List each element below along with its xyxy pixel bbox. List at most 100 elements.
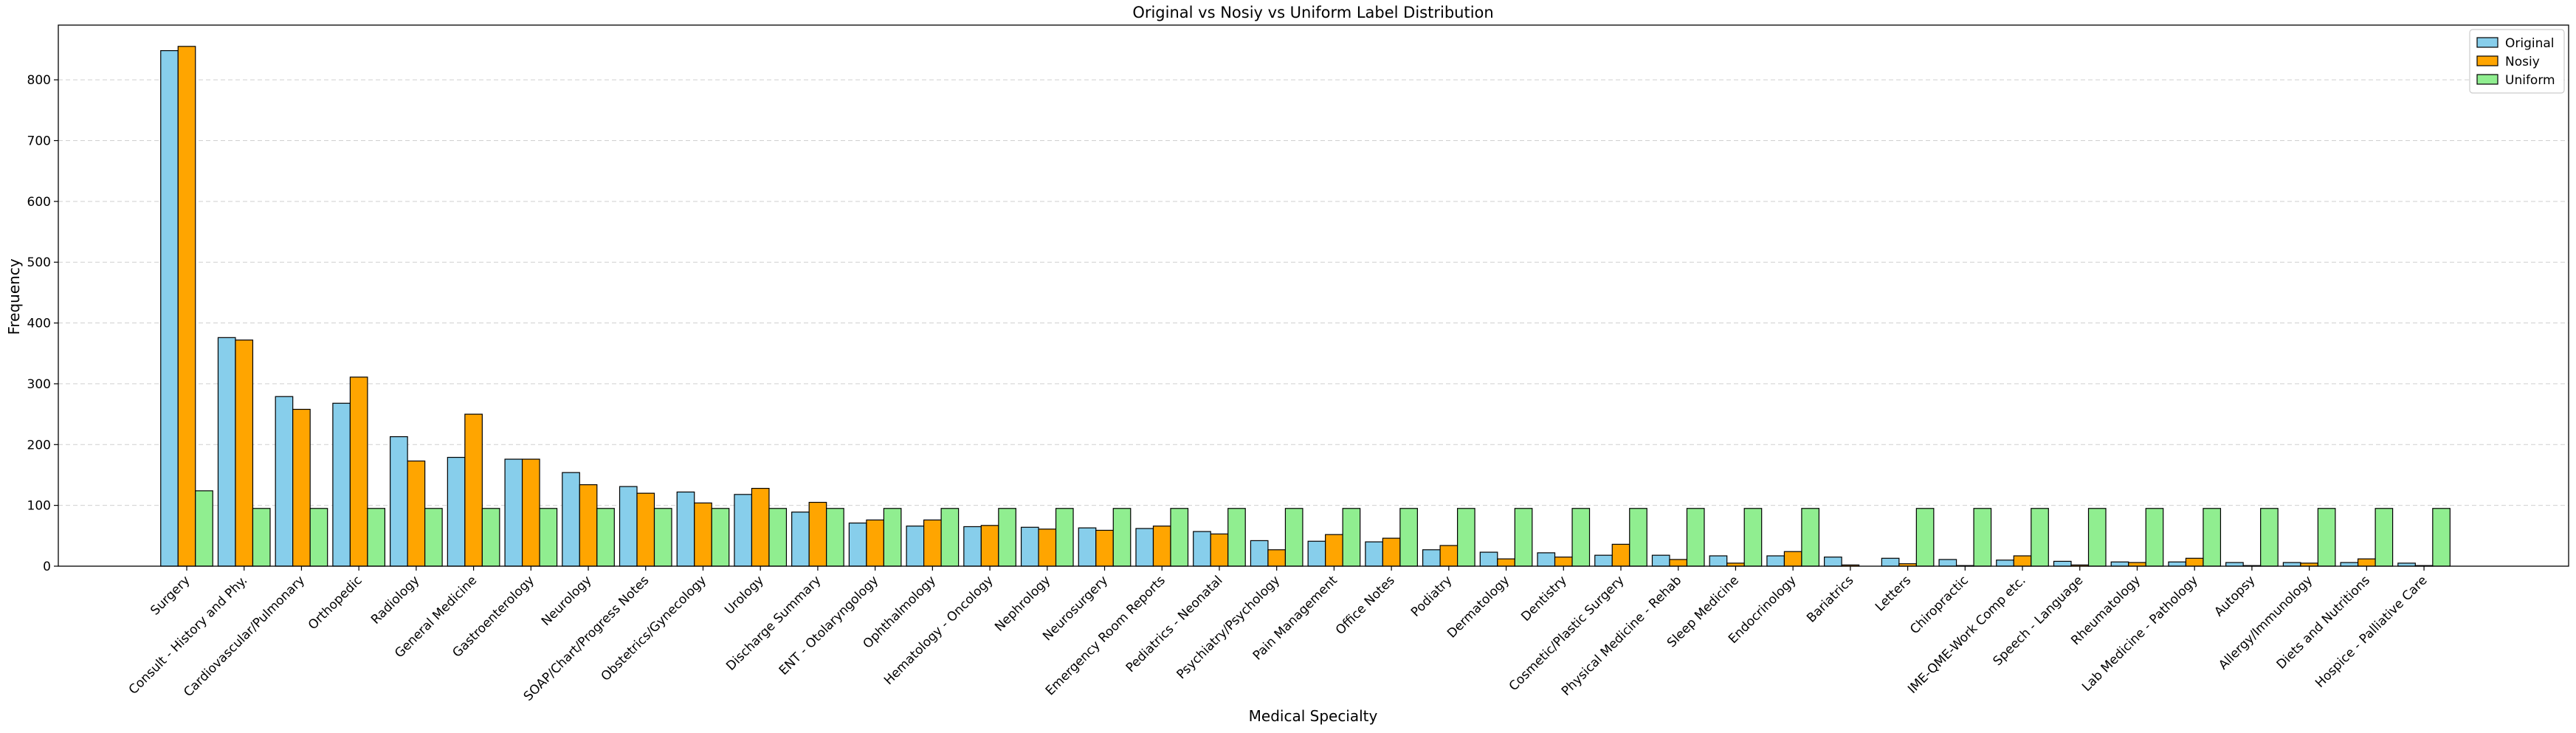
bar-original <box>2110 561 2129 567</box>
bar-original <box>390 436 408 567</box>
plot-frame <box>58 24 2569 567</box>
bar-uniform <box>2145 508 2164 567</box>
bar-nosiy <box>751 487 770 567</box>
legend-label-uniform: Uniform <box>2505 73 2555 88</box>
bar-uniform <box>1399 508 1418 567</box>
bar-uniform <box>883 508 902 567</box>
bar-original <box>1881 557 1900 567</box>
bar-nosiy <box>1497 558 1515 567</box>
bar-original <box>1938 559 1957 567</box>
bar-uniform <box>1915 508 1935 567</box>
bar-uniform <box>2317 508 2336 567</box>
bar-original <box>619 486 638 567</box>
bar-nosiy <box>808 501 827 567</box>
bar-uniform <box>1743 508 1763 567</box>
bar-uniform <box>252 508 271 567</box>
bar-nosiy <box>2128 562 2146 567</box>
bar-nosiy <box>1152 526 1171 567</box>
bar-original <box>160 49 179 567</box>
bar-nosiy <box>177 46 196 567</box>
bar-original <box>2225 562 2244 567</box>
bar-original <box>447 456 466 567</box>
bar-original <box>1766 555 1785 567</box>
legend-label-original: Original <box>2505 36 2555 51</box>
bar-original <box>1078 527 1097 567</box>
bar-uniform <box>539 508 558 567</box>
bar-uniform <box>768 508 788 567</box>
bar-original <box>2282 562 2301 567</box>
bar-nosiy <box>2358 558 2376 567</box>
chart-title: Original vs Nosiy vs Uniform Label Distr… <box>1132 4 1493 21</box>
bar-nosiy <box>636 492 655 567</box>
bar-uniform <box>711 508 730 567</box>
bar-uniform <box>481 508 500 567</box>
bar-nosiy <box>1095 529 1114 567</box>
bar-original <box>1824 557 1842 567</box>
bar-original <box>1250 540 1269 567</box>
bar-nosiy <box>292 408 311 567</box>
bar-original <box>1020 526 1039 567</box>
bar-uniform <box>998 508 1016 567</box>
bar-uniform <box>2203 508 2222 567</box>
bar-original <box>848 522 867 567</box>
bar-uniform <box>1284 508 1304 567</box>
bar-nosiy <box>1554 557 1573 567</box>
bar-original <box>963 526 982 567</box>
legend-swatch-uniform <box>2476 74 2498 85</box>
bar-original <box>504 458 523 567</box>
bar-nosiy <box>866 519 884 567</box>
bar-original <box>1365 541 1383 567</box>
bar-original <box>734 494 753 567</box>
y-tick-label: 200 <box>27 438 51 452</box>
bar-uniform <box>195 490 213 567</box>
bar-nosiy <box>1267 549 1287 567</box>
bar-nosiy <box>1382 537 1401 567</box>
y-tick-label: 500 <box>27 255 51 270</box>
bar-uniform <box>2087 508 2107 567</box>
bar-uniform <box>309 508 328 567</box>
bar-uniform <box>367 508 386 567</box>
bar-original <box>2053 560 2072 567</box>
bar-uniform <box>1686 508 1705 567</box>
bar-uniform <box>424 508 443 567</box>
y-tick-label: 0 <box>43 560 51 574</box>
bar-uniform <box>1170 508 1189 567</box>
bar-uniform <box>2432 508 2451 567</box>
legend-swatch-nosiy <box>2476 55 2498 66</box>
bar-nosiy <box>407 460 426 567</box>
bar-uniform <box>596 508 615 567</box>
bar-original <box>1479 551 1498 567</box>
y-tick-label: 600 <box>27 195 51 210</box>
bar-uniform <box>1055 508 1074 567</box>
bar-original <box>275 396 294 567</box>
bar-original <box>1651 554 1670 567</box>
bar-nosiy <box>1325 534 1343 567</box>
bar-nosiy <box>521 458 540 567</box>
legend-label-nosiy: Nosiy <box>2505 55 2540 69</box>
bar-nosiy <box>694 502 712 567</box>
bar-uniform <box>1227 508 1246 567</box>
bar-original <box>1135 528 1154 567</box>
bar-uniform <box>653 508 672 567</box>
y-tick-label: 100 <box>27 499 51 514</box>
bar-original <box>791 512 810 567</box>
y-tick-label: 800 <box>27 73 51 88</box>
bar-nosiy <box>579 484 598 567</box>
bar-uniform <box>1514 508 1533 567</box>
bar-nosiy <box>1439 545 1459 567</box>
bar-original <box>1193 531 1211 567</box>
bar-uniform <box>826 508 844 567</box>
bar-original <box>2340 562 2359 567</box>
bar-uniform <box>2260 508 2279 567</box>
bar-nosiy <box>2013 555 2032 567</box>
y-tick-label: 700 <box>27 134 51 148</box>
bar-original <box>1594 554 1613 567</box>
bar-nosiy <box>235 340 254 567</box>
bar-nosiy <box>1669 559 1688 567</box>
bar-uniform <box>1629 508 1647 567</box>
bar-nosiy <box>1038 529 1057 567</box>
bar-original <box>1537 552 1556 567</box>
legend-swatch-original <box>2476 37 2498 48</box>
